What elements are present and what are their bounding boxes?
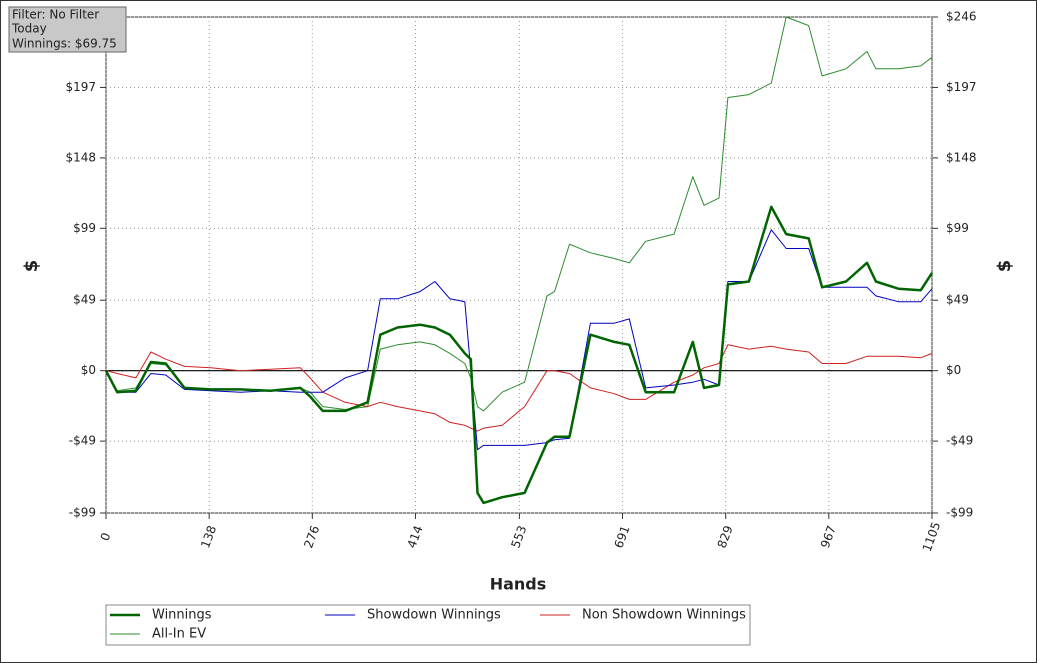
y-tick-label: $197 <box>65 80 96 94</box>
legend-label: All-In EV <box>152 627 206 642</box>
y-tick-label: -$49 <box>69 434 96 448</box>
y2-tick-label: $99 <box>946 221 969 235</box>
y-tick-label: $49 <box>73 293 96 307</box>
legend <box>105 604 751 646</box>
y-tick-label: $99 <box>73 221 96 235</box>
info-filter: Filter: No Filter <box>12 8 99 22</box>
legend-label: Showdown Winnings <box>367 608 501 623</box>
x-axis-label: Hands <box>490 575 547 594</box>
legend-item: Winnings <box>110 608 212 623</box>
y2-tick-label: -$99 <box>946 506 973 520</box>
y2-tick-label: $197 <box>946 80 977 94</box>
info-box <box>8 6 127 53</box>
y-axis-label: $ <box>21 260 42 273</box>
y-tick-label: $0 <box>81 363 96 377</box>
series-line <box>104 205 934 505</box>
legend-item: Non Showdown Winnings <box>540 608 746 623</box>
info-winnings: Winnings: $69.75 <box>12 37 117 51</box>
legend-label: Winnings <box>152 608 212 623</box>
y2-tick-label: -$49 <box>946 434 973 448</box>
legend-item: Showdown Winnings <box>325 608 501 623</box>
y2-axis-label: $ <box>994 260 1015 273</box>
series-line <box>105 344 933 432</box>
y-tick-label: -$99 <box>69 506 96 520</box>
y-tick-label: $148 <box>65 150 96 164</box>
legend-item: All-In EV <box>110 627 206 642</box>
x-tick-label: 0 <box>98 531 114 543</box>
info-period: Today <box>11 22 47 36</box>
y2-tick-label: $49 <box>946 293 969 307</box>
y2-tick-label: $148 <box>946 150 977 164</box>
y2-tick-label: $246 <box>946 10 977 24</box>
legend-label: Non Showdown Winnings <box>582 608 746 623</box>
y2-tick-label: $0 <box>946 363 961 377</box>
